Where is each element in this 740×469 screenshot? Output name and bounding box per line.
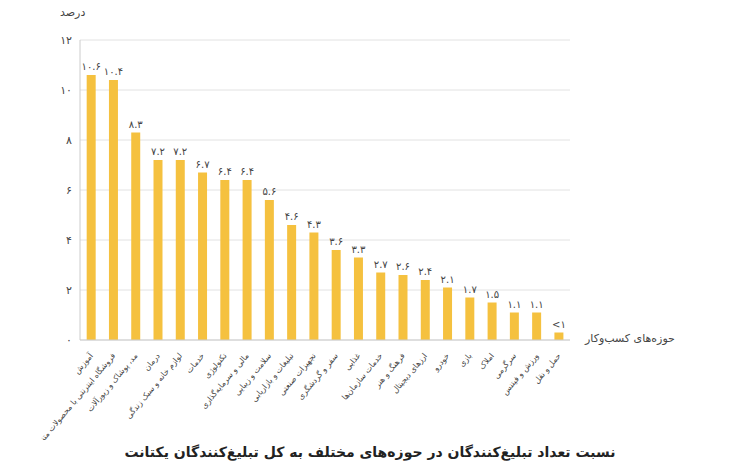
svg-text:۰: ۰ — [66, 334, 72, 347]
svg-text:۶.۴: ۶.۴ — [218, 166, 232, 177]
svg-text:تکنولوژی: تکنولوژی — [202, 351, 229, 381]
svg-text:۸: ۸ — [66, 134, 72, 147]
svg-text:۳.۳: ۳.۳ — [351, 244, 366, 255]
html-text:درصد: درصد — [60, 6, 86, 19]
svg-text:۲.۴: ۲.۴ — [418, 266, 432, 277]
svg-text:۲.۶: ۲.۶ — [396, 261, 410, 272]
svg-text:۱.۱: ۱.۱ — [530, 299, 544, 310]
svg-text:ارزهای دیجیتال: ارزهای دیجیتال — [390, 351, 429, 395]
svg-text:۶.۴: ۶.۴ — [240, 166, 254, 177]
html-text:نسبت تعداد تبلیغ‌کنندگان در حو: نسبت تعداد تبلیغ‌کنندگان در حوزه‌های مخت… — [124, 444, 616, 460]
svg-text:تبلیغات و بازاریابی: تبلیغات و بازاریابی — [249, 351, 296, 404]
svg-text:سلامت و زیبایی: سلامت و زیبایی — [232, 351, 274, 398]
svg-text:مد، پوشاک و زیورآلات: مد، پوشاک و زیورآلات — [85, 351, 140, 414]
svg-text:۳.۶: ۳.۶ — [329, 236, 343, 247]
svg-text:لوازم خانه و سبک زندگی: لوازم خانه و سبک زندگی — [123, 351, 184, 421]
svg-text:بازی: بازی — [457, 351, 473, 368]
svg-text:املاک: املاک — [477, 351, 496, 371]
svg-text:درمان: درمان — [142, 351, 162, 372]
svg-text:۱.۷: ۱.۷ — [463, 284, 478, 295]
svg-text:۱۲: ۱۲ — [60, 34, 72, 47]
svg-text:غذایی: غذایی — [343, 351, 362, 372]
svg-text:۲: ۲ — [66, 284, 72, 297]
svg-text:تجهیزات صنعتی: تجهیزات صنعتی — [277, 351, 318, 398]
svg-text:۱۰: ۱۰ — [60, 84, 72, 97]
svg-text:۵.۶: ۵.۶ — [262, 186, 276, 197]
svg-text:<۱: <۱ — [552, 319, 566, 330]
svg-text:۱.۱: ۱.۱ — [507, 299, 521, 310]
svg-text:حمل و نقل: حمل و نقل — [532, 351, 563, 385]
svg-text:۲.۱: ۲.۱ — [441, 274, 455, 285]
svg-text:۸.۳: ۸.۳ — [129, 119, 144, 130]
svg-text:خدمات: خدمات — [184, 351, 206, 375]
svg-text:سرگرمی: سرگرمی — [491, 351, 519, 381]
svg-text:۱۰.۶: ۱۰.۶ — [82, 61, 101, 72]
svg-text:۷.۲: ۷.۲ — [151, 146, 165, 157]
svg-text:سفر و گردشگری: سفر و گردشگری — [295, 351, 340, 402]
svg-text:خودرو: خودرو — [431, 351, 452, 373]
svg-text:مالی و سرمایه‌گذاری: مالی و سرمایه‌گذاری — [199, 351, 251, 411]
svg-text:ورزش و فیتنس: ورزش و فیتنس — [500, 351, 540, 396]
svg-text:۱.۵: ۱.۵ — [485, 289, 499, 300]
svg-text:۶.۷: ۶.۷ — [196, 159, 211, 170]
svg-text:۱۰.۴: ۱۰.۴ — [104, 66, 123, 77]
svg-text:آموزش: آموزش — [72, 351, 95, 376]
svg-text:۴.۳: ۴.۳ — [307, 219, 322, 230]
svg-text:۴: ۴ — [66, 234, 72, 247]
svg-text:۶: ۶ — [66, 184, 72, 197]
html-text:حوزه‌های کسب‌وکار: حوزه‌های کسب‌وکار — [585, 332, 675, 345]
svg-text:۷.۲: ۷.۲ — [173, 146, 187, 157]
svg-text:خدمات سازمان‌ها: خدمات سازمان‌ها — [340, 351, 385, 402]
svg-text:۲.۷: ۲.۷ — [374, 259, 389, 270]
svg-text:۴.۶: ۴.۶ — [285, 211, 299, 222]
svg-text:فرهنگ و هنر: فرهنگ و هنر — [372, 351, 407, 390]
